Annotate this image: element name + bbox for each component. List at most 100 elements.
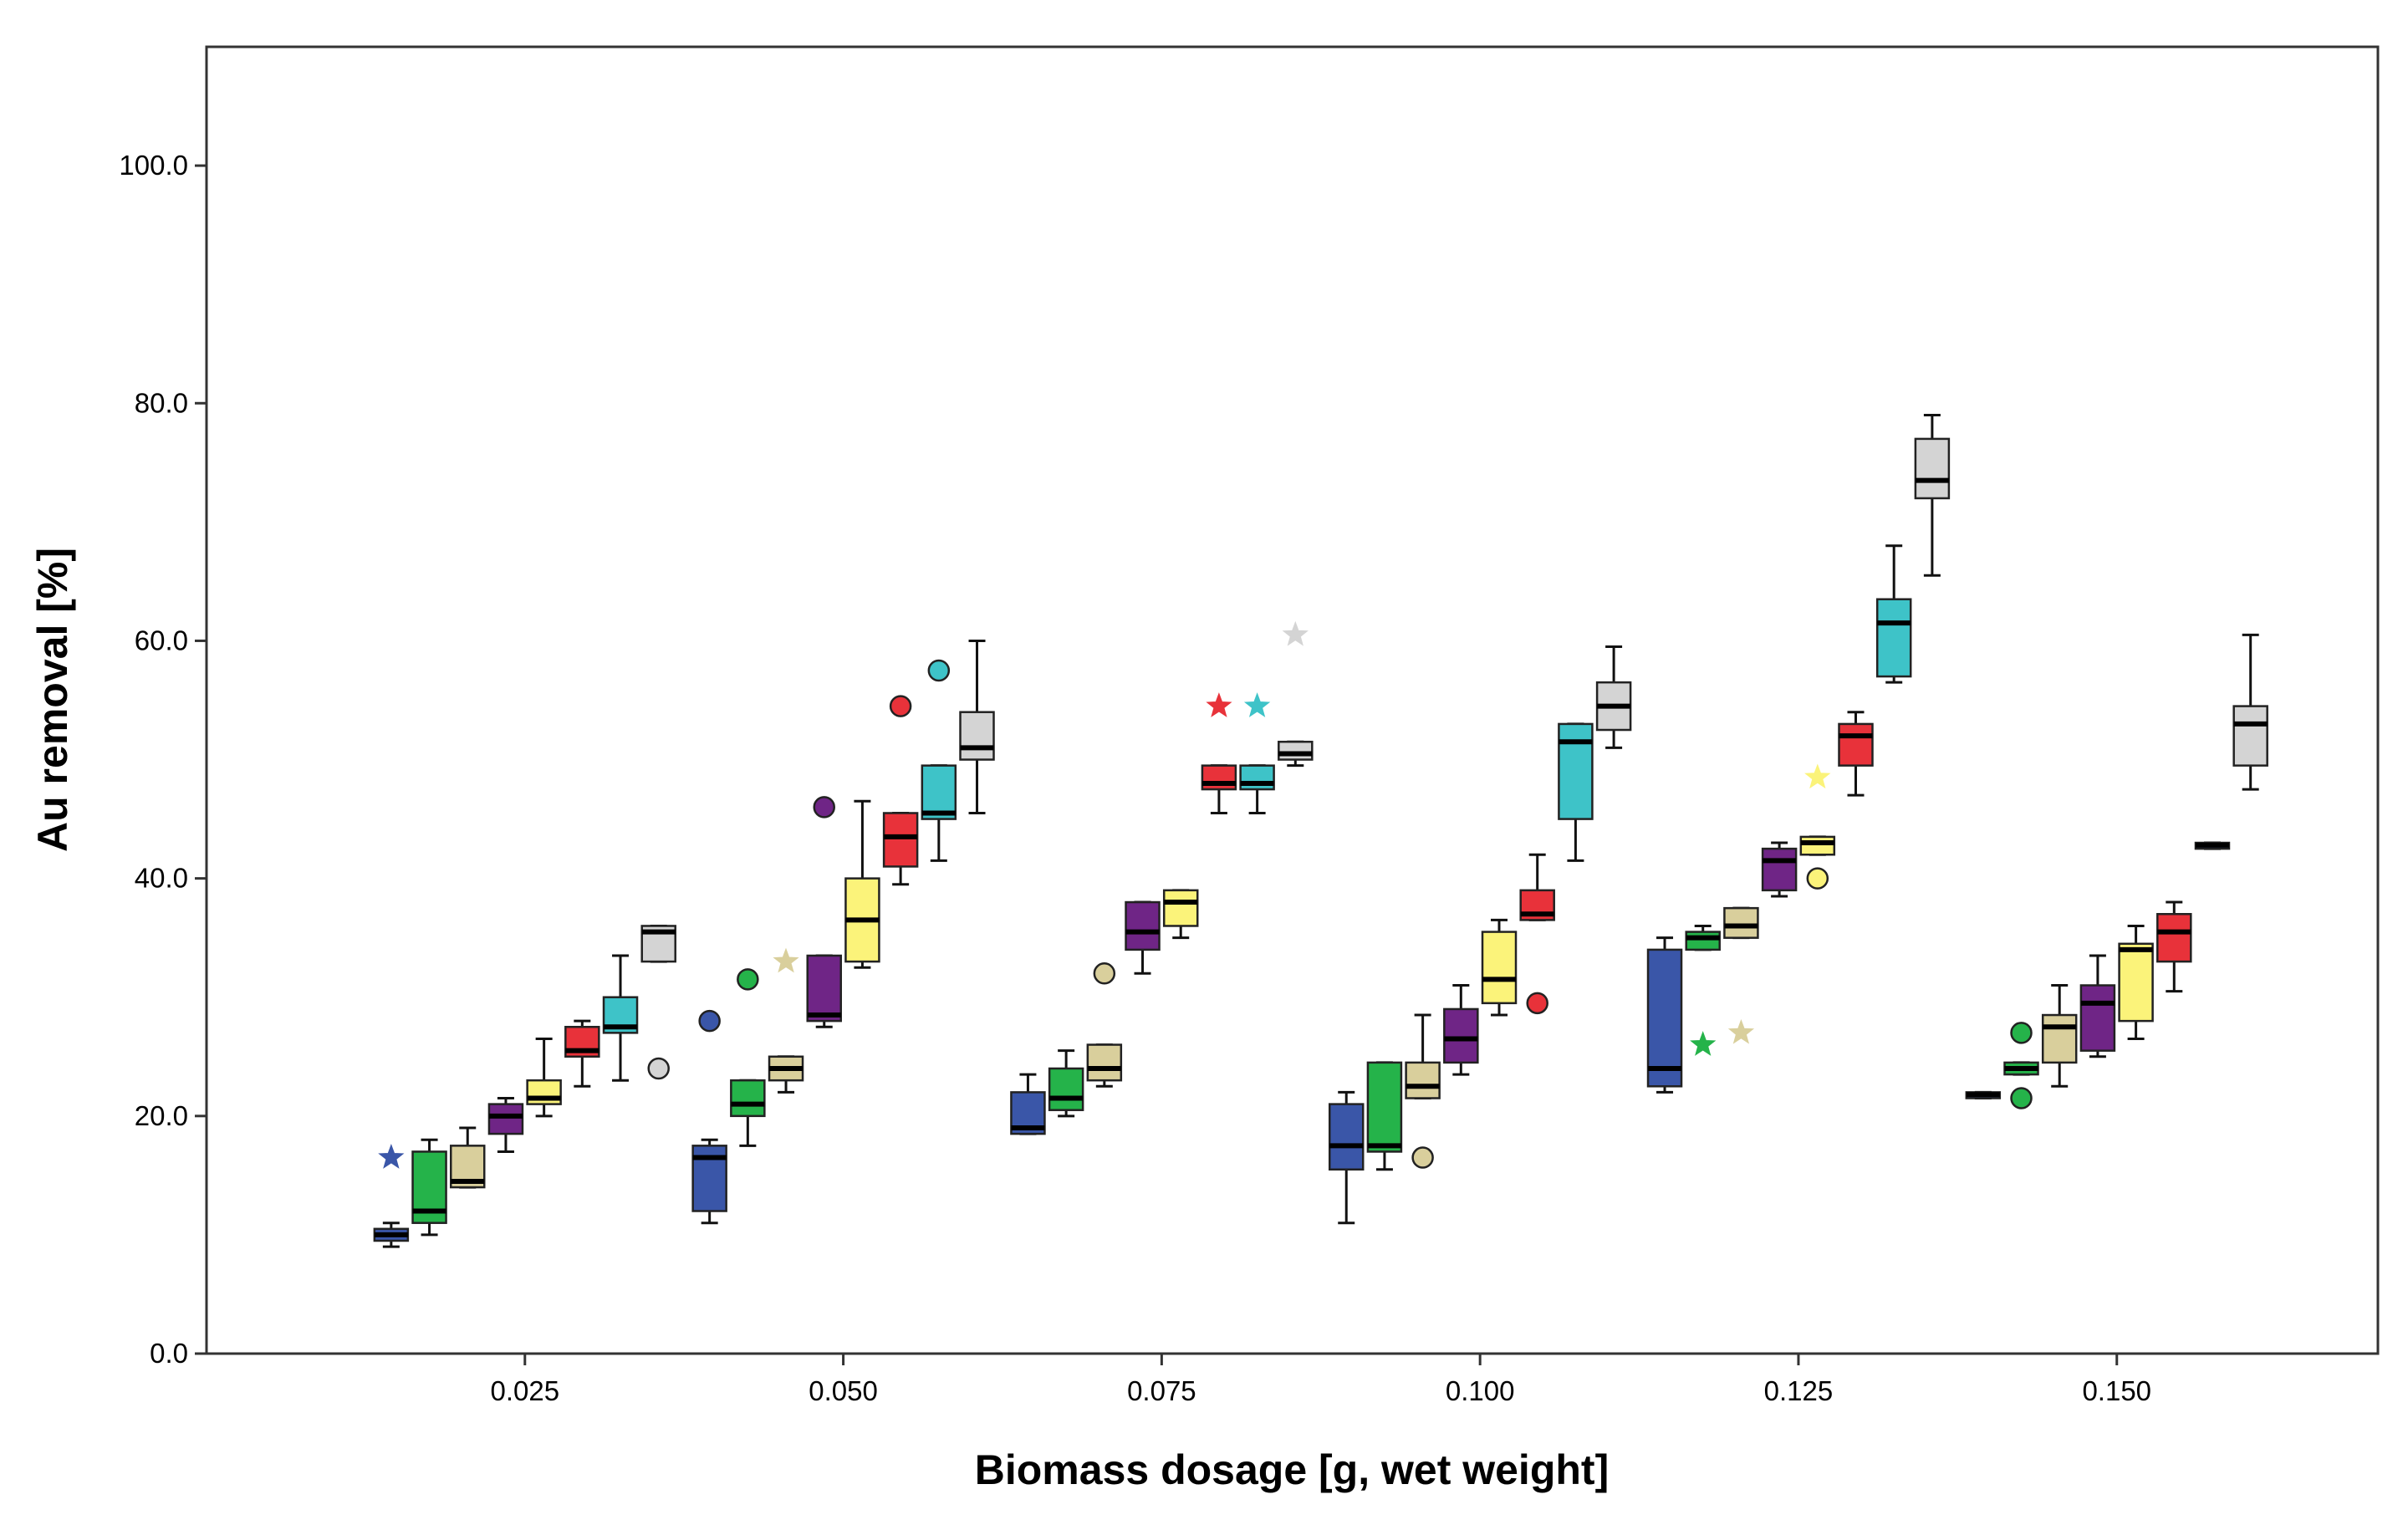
box-body [921,764,957,820]
box-body [1048,1067,1084,1111]
box-body [1125,900,1161,951]
x-tick-label: 0.150 [2082,1375,2151,1406]
box-cyan [1558,722,1594,862]
box-green [730,968,766,1147]
outlier-circle [1526,992,1548,1015]
outlier-circle [2010,1087,2033,1109]
outlier-circle [1411,1146,1434,1169]
box-body [1328,1103,1365,1171]
box-body [959,711,995,761]
outlier-star [1243,692,1271,717]
box-body [730,1079,766,1118]
box-body [1799,835,1836,856]
box-body [1162,889,1199,927]
box-green [1685,924,1721,1056]
box-series [373,413,2268,1248]
box-green [1366,1061,1403,1171]
y-axis-title: Au removal [%] [29,548,76,852]
box-tan [449,1126,486,1189]
y-tick-label: 60.0 [135,625,188,655]
outlier-star [1282,620,1309,646]
box-tan [1086,962,1123,1088]
y-tick-label: 0.0 [150,1338,188,1369]
box-purple [2079,954,2116,1058]
box-body [487,1103,524,1135]
box-navy [1965,1090,2002,1100]
box-body [1646,948,1683,1088]
box-body [1723,906,1759,939]
box-body [2232,705,2268,767]
box-yellow [1162,889,1199,940]
box-body [882,812,919,868]
box-body [1405,1061,1441,1099]
x-axis-title: Biomass dosage [g, wet weight] [975,1446,1609,1493]
box-red [1519,853,1555,1015]
y-tick-label: 20.0 [135,1100,188,1131]
box-green [2003,1022,2039,1109]
outlier-circle [813,796,835,819]
box-navy [1010,1073,1046,1135]
x-axis: 0.025 0.050 0.075 0.100 0.125 0.150 [490,1354,2151,1406]
box-gray [640,924,676,1080]
x-tick-label: 0.050 [809,1375,878,1406]
box-cyan [602,954,639,1082]
box-purple [1443,984,1479,1076]
box-body [806,954,842,1023]
box-body [1875,598,1912,678]
box-navy [373,1144,410,1248]
box-gray [1914,413,1951,577]
box-body [1086,1043,1123,1082]
box-cyan [1239,692,1275,814]
box-green [411,1138,447,1237]
box-purple [487,1097,524,1153]
box-red [1201,692,1237,814]
box-body [2156,913,2192,963]
box-gray [1278,620,1314,768]
y-tick-label: 100.0 [119,150,188,181]
box-body [1481,931,1518,1005]
box-cyan [921,659,957,862]
box-yellow [844,799,880,969]
outlier-circle [927,659,951,682]
box-body [1278,740,1314,761]
outlier-circle [889,695,912,717]
outlier-circle [737,968,759,991]
outlier-circle [698,1009,721,1033]
outlier-star [1727,1018,1755,1044]
x-tick-label: 0.125 [1764,1375,1834,1406]
box-body [1366,1061,1403,1153]
box-tan [768,947,804,1094]
box-yellow [1481,918,1518,1017]
box-red [564,1019,600,1088]
box-body [1914,437,1951,500]
box-gray [2232,633,2268,791]
box-navy [1646,936,1683,1094]
box-green [1048,1049,1084,1118]
box-navy [2194,841,2231,850]
box-yellow [1799,763,1836,890]
outlier-circle [1093,962,1116,985]
x-tick-label: 0.075 [1127,1375,1196,1406]
outlier-circle [1806,867,1829,890]
plot-area-frame [205,45,2380,1355]
outlier-circle [2010,1022,2033,1044]
box-red [2156,900,2192,993]
box-body [2041,1013,2078,1064]
box-body [1761,847,1798,892]
box-cyan [1875,544,1912,684]
box-gray [959,639,995,814]
box-purple [1125,900,1161,975]
box-tan [1723,906,1759,1044]
outlier-star [1804,763,1831,789]
box-body [1443,1007,1479,1064]
box-body [2079,984,2116,1052]
box-purple [806,796,842,1028]
box-navy [1328,1090,1365,1225]
y-tick-label: 40.0 [135,863,188,894]
box-red [882,695,919,886]
outlier-star [1690,1031,1717,1056]
outlier-star [378,1144,405,1169]
x-tick-label: 0.025 [490,1375,559,1406]
box-body [1558,722,1594,820]
